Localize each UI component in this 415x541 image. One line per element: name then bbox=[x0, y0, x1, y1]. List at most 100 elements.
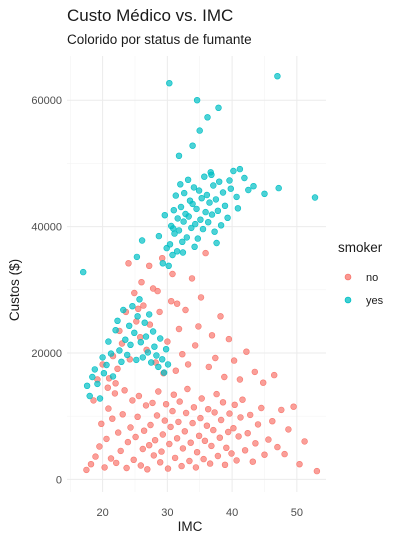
data-point-yes bbox=[99, 354, 106, 361]
data-point-yes bbox=[275, 184, 282, 192]
data-point-yes bbox=[184, 176, 192, 184]
data-point-no bbox=[112, 459, 120, 467]
data-point-yes bbox=[138, 237, 146, 244]
data-point-yes bbox=[103, 361, 110, 369]
data-point-no bbox=[159, 431, 167, 438]
data-point-no bbox=[130, 456, 137, 463]
data-point-no bbox=[132, 433, 139, 441]
data-point-no bbox=[178, 462, 185, 470]
data-point-no bbox=[98, 420, 105, 427]
data-point-yes bbox=[213, 239, 220, 247]
data-point-no bbox=[179, 351, 186, 358]
y-axis-title: Custos ($) bbox=[7, 259, 22, 321]
data-point-no bbox=[235, 433, 242, 440]
data-point-no bbox=[164, 338, 171, 345]
data-point-yes bbox=[116, 347, 123, 354]
y-tick-label: 20000 bbox=[31, 348, 62, 360]
data-point-yes bbox=[159, 356, 166, 363]
data-point-no bbox=[192, 342, 199, 349]
legend-title: smoker bbox=[338, 240, 383, 255]
data-point-no bbox=[150, 452, 158, 459]
data-point-no bbox=[251, 368, 259, 376]
chart-title: Custo Médico vs. IMC bbox=[67, 6, 234, 25]
data-point-yes bbox=[112, 327, 119, 334]
data-point-no bbox=[184, 361, 192, 368]
data-point-yes bbox=[107, 350, 115, 357]
data-point-no bbox=[123, 464, 130, 472]
y-tick-label: 60000 bbox=[31, 95, 62, 107]
data-point-no bbox=[175, 325, 183, 333]
data-point-no bbox=[175, 418, 182, 426]
data-point-no bbox=[125, 260, 132, 267]
data-point-no bbox=[197, 414, 204, 422]
axis-tick-labels: 20 30 40 50 0 20000 40000 60000 bbox=[31, 95, 303, 519]
data-point-no bbox=[135, 392, 143, 400]
data-point-yes bbox=[241, 174, 248, 182]
data-point-yes bbox=[201, 173, 208, 180]
data-point-no bbox=[187, 439, 194, 446]
data-point-yes bbox=[136, 296, 143, 303]
data-point-yes bbox=[155, 363, 162, 371]
data-point-no bbox=[221, 373, 228, 381]
data-point-yes bbox=[153, 352, 160, 359]
data-point-yes bbox=[189, 200, 196, 208]
data-point-yes bbox=[149, 328, 157, 335]
data-point-yes bbox=[142, 333, 150, 340]
data-point-no bbox=[139, 445, 147, 453]
data-point-no bbox=[171, 454, 179, 462]
data-point-no bbox=[195, 432, 203, 439]
data-point-no bbox=[269, 418, 276, 425]
data-point-yes bbox=[311, 194, 319, 201]
data-point-no bbox=[162, 401, 170, 408]
data-point-yes bbox=[161, 212, 169, 219]
data-point-no bbox=[271, 371, 278, 379]
x-tick-label: 20 bbox=[96, 507, 108, 519]
data-point-no bbox=[241, 447, 249, 454]
data-point-no bbox=[105, 405, 112, 412]
data-point-no bbox=[195, 323, 202, 330]
data-point-no bbox=[285, 426, 292, 433]
data-point-no bbox=[167, 423, 174, 431]
data-point-no bbox=[179, 445, 187, 452]
data-point-yes bbox=[146, 311, 153, 318]
data-point-yes bbox=[203, 191, 211, 199]
data-point-yes bbox=[226, 177, 233, 184]
data-point-no bbox=[92, 453, 99, 460]
data-point-yes bbox=[215, 104, 222, 112]
data-point-yes bbox=[100, 370, 108, 377]
data-point-yes bbox=[230, 167, 237, 175]
data-point-no bbox=[172, 367, 180, 374]
x-tick-label: 50 bbox=[291, 507, 303, 519]
data-point-no bbox=[214, 452, 222, 460]
data-point-no bbox=[176, 398, 183, 405]
data-point-no bbox=[225, 428, 232, 436]
data-point-no bbox=[173, 300, 181, 307]
data-point-yes bbox=[175, 152, 183, 160]
data-point-yes bbox=[166, 241, 174, 248]
data-point-no bbox=[192, 464, 200, 471]
data-point-yes bbox=[96, 395, 104, 402]
data-point-no bbox=[228, 450, 235, 457]
data-point-no bbox=[213, 390, 220, 398]
data-point-yes bbox=[216, 178, 223, 185]
data-point-yes bbox=[159, 260, 167, 267]
data-point-no bbox=[109, 415, 116, 422]
data-point-no bbox=[254, 421, 262, 428]
data-point-no bbox=[211, 409, 218, 416]
data-point-no bbox=[182, 306, 189, 314]
data-point-yes bbox=[185, 213, 192, 220]
data-point-yes bbox=[155, 232, 163, 240]
data-point-no bbox=[290, 403, 297, 410]
x-tick-label: 40 bbox=[226, 507, 238, 519]
data-point-yes bbox=[170, 225, 177, 232]
data-point-yes bbox=[131, 329, 138, 336]
data-point-no bbox=[161, 417, 169, 424]
data-point-yes bbox=[198, 195, 205, 202]
data-point-no bbox=[237, 414, 244, 421]
data-point-yes bbox=[214, 207, 222, 215]
data-point-yes bbox=[217, 222, 225, 229]
data-points bbox=[79, 72, 321, 475]
data-point-no bbox=[101, 464, 108, 471]
data-point-yes bbox=[174, 215, 181, 222]
data-point-yes bbox=[199, 225, 207, 233]
